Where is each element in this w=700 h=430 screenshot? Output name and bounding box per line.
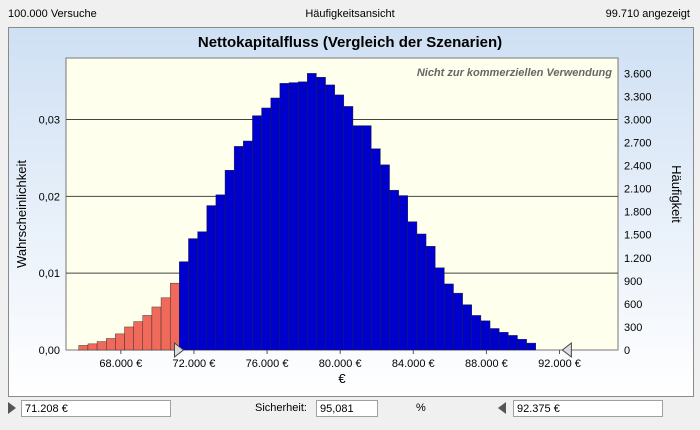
view-name: Häufigkeitsansicht — [305, 8, 395, 20]
histogram-bar — [425, 246, 436, 351]
histogram-bar — [361, 125, 372, 351]
histogram-bar — [352, 125, 363, 351]
histogram-bar — [471, 315, 482, 351]
left-certainty-grabber-icon[interactable] — [173, 341, 185, 359]
y-right-tick-label: 2.400 — [624, 161, 652, 173]
histogram-bar — [517, 339, 527, 351]
footer-bar: 71.208 € Sicherheit: 95,081 % 92.375 € — [0, 396, 700, 430]
histogram-bar — [243, 140, 253, 351]
x-tick-label: 68.000 € — [99, 358, 142, 370]
x-tick-label: 76.000 € — [246, 358, 289, 370]
histogram-bar — [307, 73, 317, 351]
left-grabber-icon[interactable] — [8, 402, 16, 414]
certainty-field[interactable]: 95,081 — [316, 400, 378, 417]
trials-count: 100.000 Versuche — [8, 8, 97, 20]
y-right-axis-label: Häufigkeit — [669, 165, 684, 223]
histogram-bar — [160, 297, 171, 351]
left-value-field[interactable]: 71.208 € — [21, 400, 171, 417]
histogram-bar — [489, 328, 500, 351]
histogram-bar — [142, 315, 153, 351]
x-tick-label: 84.000 € — [392, 358, 435, 370]
histogram-bar — [526, 342, 536, 351]
y-right-tick-label: 0 — [624, 345, 630, 357]
x-tick-label: 92.000 € — [538, 358, 581, 370]
histogram-bar — [407, 221, 418, 351]
chart-title: Nettokapitalfluss (Vergleich der Szenari… — [197, 34, 503, 51]
y-right-tick-label: 3.300 — [624, 91, 652, 103]
histogram-bar — [398, 195, 409, 351]
x-tick-label: 88.000 € — [465, 358, 508, 370]
y-right-tick-label: 2.100 — [624, 184, 652, 196]
histogram-bar — [233, 146, 244, 351]
histogram-bar — [334, 94, 345, 351]
histogram-bar — [480, 320, 491, 351]
x-tick-label: 80.000 € — [319, 358, 362, 370]
histogram-bar — [462, 304, 472, 351]
right-value-field[interactable]: 92.375 € — [513, 400, 663, 417]
histogram-bar — [206, 205, 217, 351]
histogram-bar — [316, 77, 326, 351]
histogram-bar — [297, 81, 308, 351]
y-right-tick-label: 300 — [624, 322, 642, 334]
histogram-bar — [389, 189, 399, 351]
histogram-bar — [151, 306, 162, 351]
histogram-bar — [416, 233, 427, 351]
y-left-tick-label: 0,02 — [39, 191, 60, 203]
x-axis-label: € — [338, 371, 346, 386]
percent-label: % — [416, 402, 426, 414]
histogram-bar — [197, 231, 207, 351]
histogram-bar — [325, 84, 335, 351]
histogram-bar — [215, 194, 226, 351]
histogram-bar — [380, 164, 390, 351]
histogram-bar — [188, 238, 198, 351]
y-left-tick-label: 0,00 — [39, 345, 60, 357]
right-certainty-grabber-icon[interactable] — [561, 341, 572, 359]
histogram-bar — [169, 282, 180, 351]
histogram-bar — [115, 333, 125, 351]
histogram-bar — [343, 106, 354, 351]
histogram-bar — [444, 283, 454, 351]
y-right-tick-label: 3.600 — [624, 68, 652, 80]
histogram-bar — [279, 83, 290, 351]
y-right-tick-label: 1.200 — [624, 253, 652, 265]
histogram-bar — [371, 148, 381, 351]
histogram-bar — [78, 345, 89, 351]
y-left-axis-label: Wahrscheinlichkeit — [14, 160, 29, 268]
histogram-bar — [106, 338, 116, 351]
y-right-tick-label: 3.000 — [624, 114, 652, 126]
y-right-tick-label: 600 — [624, 299, 642, 311]
histogram-bar — [498, 332, 509, 351]
y-left-tick-label: 0,03 — [39, 114, 60, 126]
histogram-bar — [252, 115, 262, 351]
histogram-bar — [453, 292, 463, 351]
histogram-bar — [124, 326, 134, 351]
histogram-bar — [96, 341, 107, 351]
header-bar: 100.000 Versuche Häufigkeitsansicht 99.7… — [0, 0, 700, 28]
y-right-tick-label: 1.800 — [624, 207, 652, 219]
histogram-bar — [179, 261, 189, 351]
y-right-tick-label: 2.700 — [624, 138, 652, 150]
histogram-bar — [288, 82, 299, 351]
x-tick-label: 72.000 € — [173, 358, 216, 370]
histogram-bar — [133, 321, 143, 351]
y-right-tick-label: 900 — [624, 276, 642, 288]
histogram-bar — [224, 169, 235, 351]
watermark: Nicht zur kommerziellen Verwendung — [417, 67, 612, 79]
histogram-bar — [435, 267, 445, 351]
y-right-tick-label: 1.500 — [624, 230, 652, 242]
histogram-bar — [508, 335, 518, 351]
histogram-bar — [270, 97, 281, 351]
certainty-label: Sicherheit: — [255, 402, 307, 414]
displayed-count: 99.710 angezeigt — [605, 8, 690, 20]
right-grabber-icon[interactable] — [498, 402, 506, 414]
y-left-tick-label: 0,01 — [39, 268, 60, 280]
histogram-bar — [87, 343, 98, 351]
histogram-bar — [261, 107, 271, 351]
frequency-chart: Nicht zur kommerziellen Verwendung 0,00 0,… — [14, 57, 684, 386]
